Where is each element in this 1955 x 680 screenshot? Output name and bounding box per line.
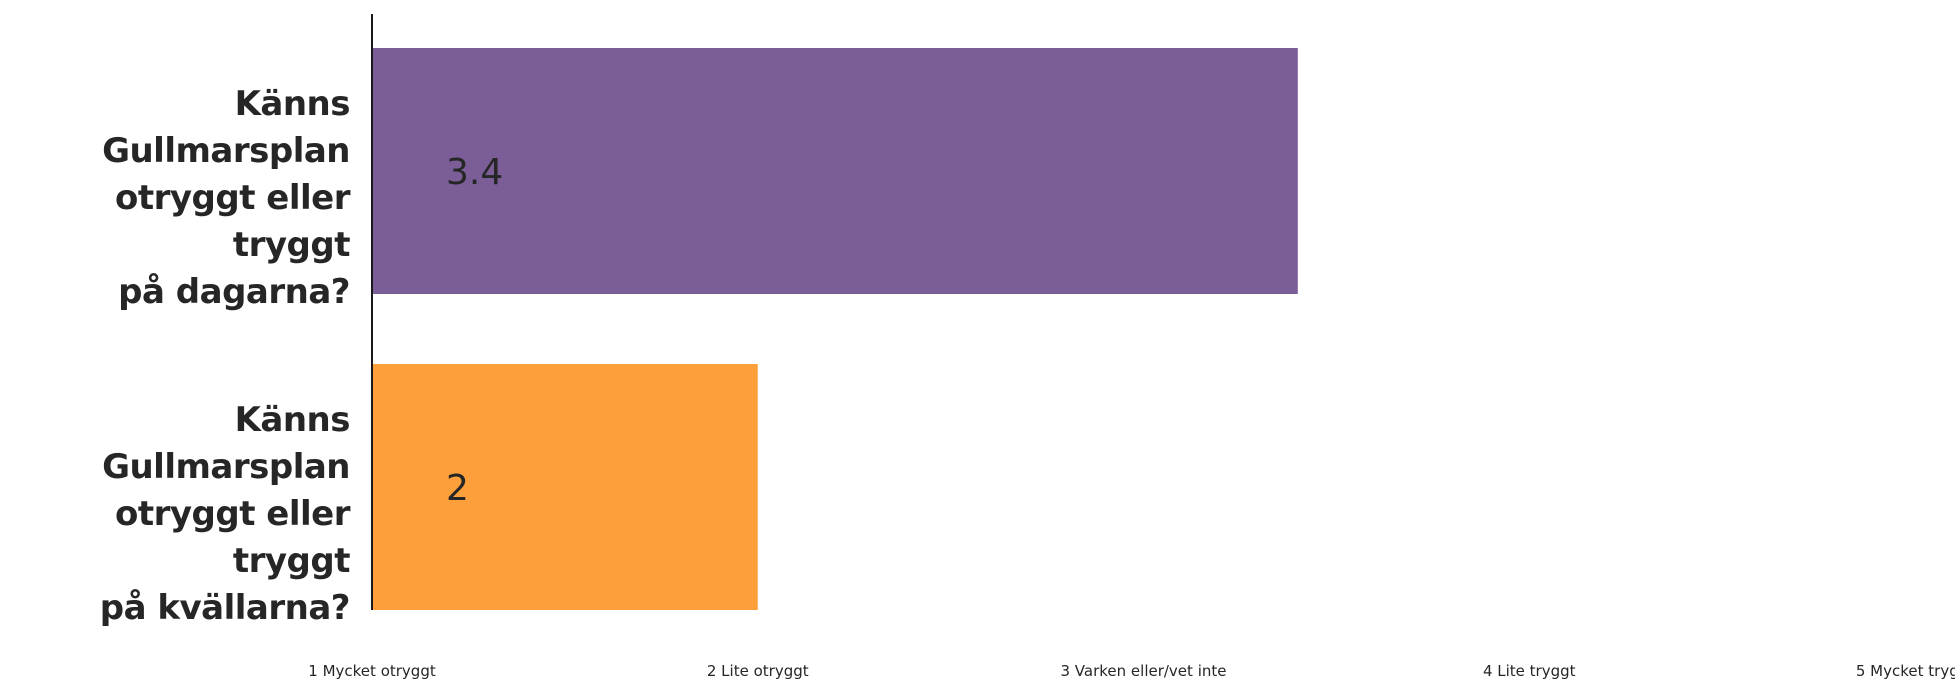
bar-2 (372, 364, 758, 610)
x-tick-label-2: 2 Lite otryggt (707, 662, 809, 680)
category-label-line: Gullmarsplan (102, 131, 350, 171)
category-label-line: på kvällarna? (99, 588, 351, 628)
bar-value-label-2: 2 (446, 468, 469, 509)
category-label-line: Gullmarsplan (102, 447, 350, 487)
bar-value-label-1: 3.4 (446, 152, 503, 193)
category-label-line: Känns (234, 400, 351, 440)
category-label-2: Känns Gullmarsplan otryggt eller tryggt på … (0, 397, 351, 632)
x-tick-label-4: 4 Lite tryggt (1483, 662, 1576, 680)
category-label-line: otryggt eller tryggt (114, 178, 351, 265)
x-tick-label-1: 1 Mycket otryggt (308, 662, 436, 680)
category-label-line: Känns (234, 84, 351, 124)
category-label-1: Känns Gullmarsplan otryggt eller tryggt på … (0, 81, 350, 316)
x-tick-label-3: 3 Varken eller/vet inte (1061, 662, 1227, 680)
category-label-line: otryggt eller tryggt (114, 494, 351, 581)
bar-1 (372, 48, 1298, 294)
category-label-line: på dagarna? (118, 272, 350, 312)
x-tick-label-5: 5 Mycket tryggt (1856, 662, 1955, 680)
